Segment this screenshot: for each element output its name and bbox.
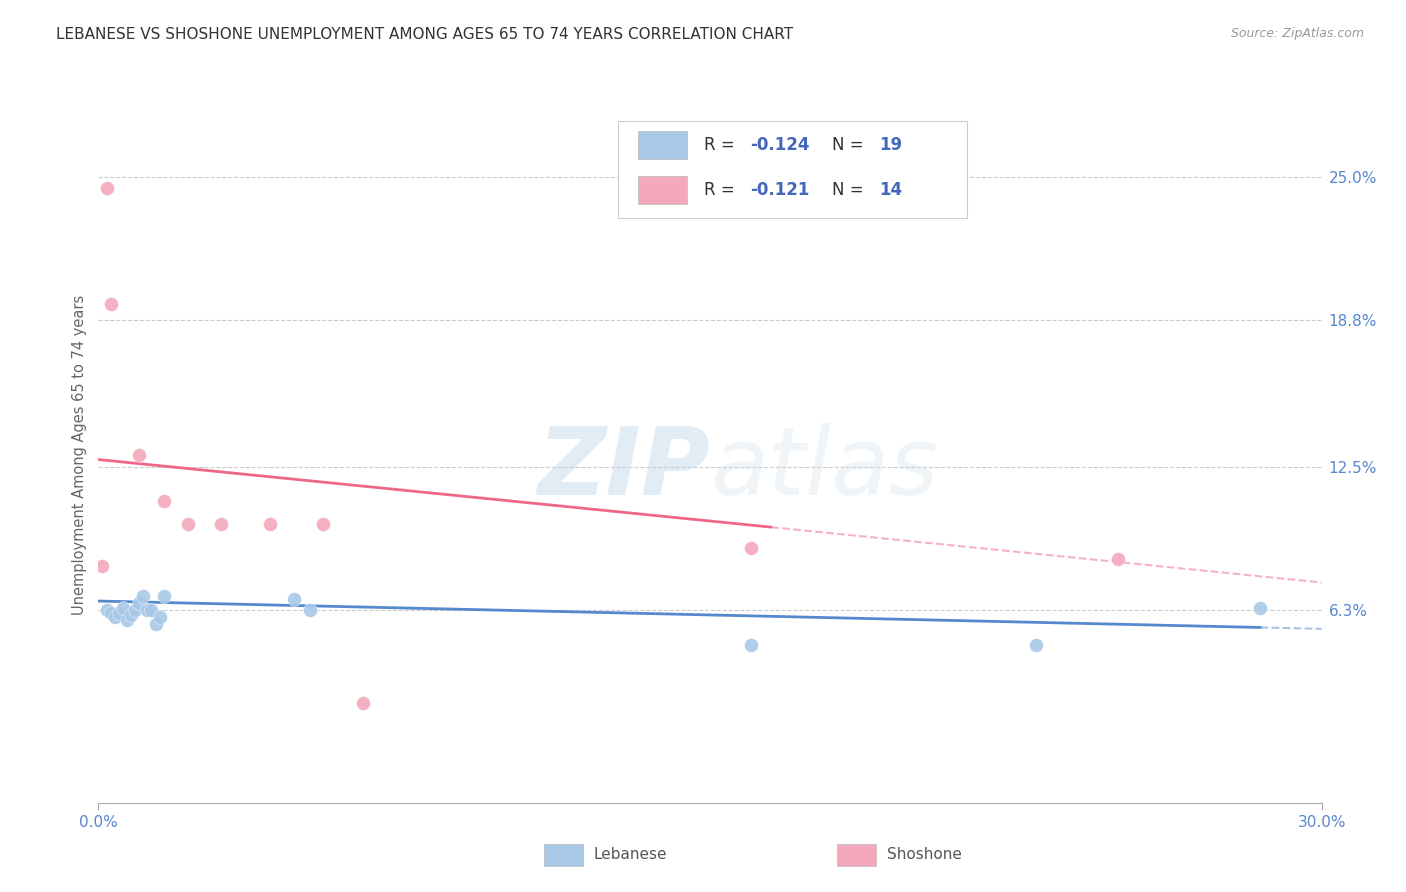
Point [1107,552,1129,566]
Point [128,448,150,462]
Point [124,603,146,617]
Point [209,517,232,532]
Text: N =: N = [832,136,869,153]
Text: atlas: atlas [710,424,938,515]
Point [96,603,118,617]
Text: Lebanese: Lebanese [593,847,668,863]
Text: -0.124: -0.124 [751,136,810,153]
Point [100,606,122,620]
Point [120,607,142,622]
Text: 14: 14 [879,181,903,199]
FancyBboxPatch shape [638,176,686,204]
Point [1249,601,1271,615]
Point [1025,638,1047,652]
Text: Shoshone: Shoshone [887,847,962,863]
Point [152,494,174,508]
Point [145,617,167,632]
Text: Source: ZipAtlas.com: Source: ZipAtlas.com [1230,27,1364,40]
Point [128,596,150,610]
Point [141,603,163,617]
Point [111,601,134,615]
Point [149,610,172,624]
Text: R =: R = [704,181,740,199]
FancyBboxPatch shape [837,844,876,866]
Point [299,603,322,617]
Text: N =: N = [832,181,869,199]
Text: R =: R = [704,136,740,153]
Point [283,591,305,606]
Text: LEBANESE VS SHOSHONE UNEMPLOYMENT AMONG AGES 65 TO 74 YEARS CORRELATION CHART: LEBANESE VS SHOSHONE UNEMPLOYMENT AMONG … [56,27,793,42]
Text: -0.121: -0.121 [751,181,810,199]
FancyBboxPatch shape [619,121,967,219]
Point [108,606,131,620]
Point [740,541,762,555]
Point [91,559,114,574]
FancyBboxPatch shape [544,844,583,866]
Point [152,590,174,604]
Text: ZIP: ZIP [537,423,710,515]
Text: 19: 19 [879,136,903,153]
Point [96,181,118,195]
Point [132,590,155,604]
Point [136,603,159,617]
Point [259,517,281,532]
Point [312,517,335,532]
Point [352,696,374,710]
Point [177,517,200,532]
Y-axis label: Unemployment Among Ages 65 to 74 years: Unemployment Among Ages 65 to 74 years [72,294,87,615]
Point [100,297,122,311]
Point [740,638,762,652]
Point [104,610,127,624]
FancyBboxPatch shape [638,131,686,159]
Point [115,613,138,627]
